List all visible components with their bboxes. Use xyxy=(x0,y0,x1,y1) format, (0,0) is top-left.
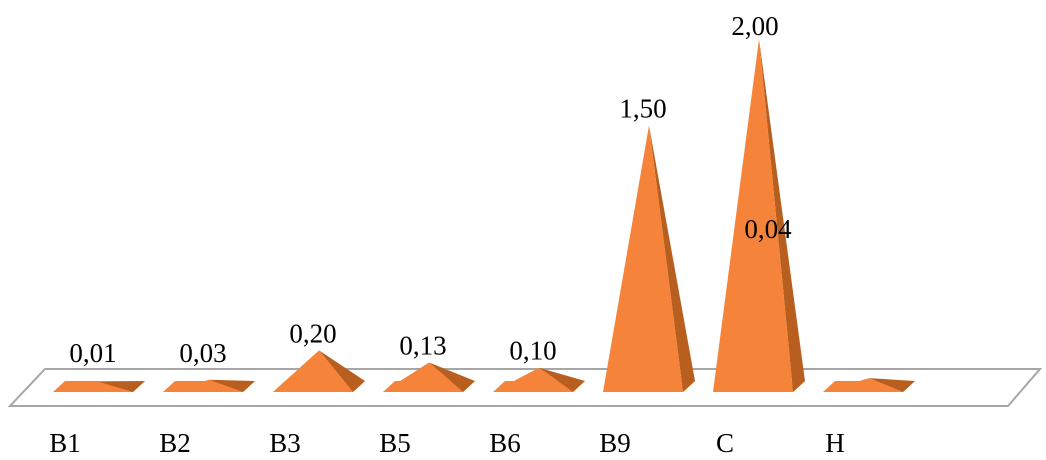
category-label: B9 xyxy=(599,428,631,455)
category-label: B5 xyxy=(379,428,411,455)
pyramid-front-face xyxy=(823,378,903,392)
data-label: 1,50 xyxy=(619,94,666,124)
data-label: 0,03 xyxy=(179,338,226,368)
pyramid-side-face xyxy=(649,125,695,392)
chart-marks xyxy=(53,39,915,392)
pyramid-side-face xyxy=(759,39,805,392)
pyramid-side-face xyxy=(869,378,915,392)
category-label: B2 xyxy=(159,428,191,455)
pyramid-front-face xyxy=(603,125,683,392)
data-label: 2,00 xyxy=(731,11,778,41)
pyramid-side-face xyxy=(319,350,365,392)
data-label: 0,10 xyxy=(509,336,556,366)
data-labels: 0,01 0,03 0,20 0,13 0,10 1,50 2,00 0,04 xyxy=(69,11,792,368)
pyramid-B6 xyxy=(493,367,585,392)
category-label: C xyxy=(716,428,734,455)
pyramid-C xyxy=(713,39,805,392)
pyramid-side-face xyxy=(539,367,585,392)
pyramid-front-face xyxy=(163,379,243,392)
pyramid-B1 xyxy=(53,381,145,392)
category-label: B1 xyxy=(49,428,81,455)
pyramid-B5 xyxy=(383,362,475,392)
category-label: B6 xyxy=(489,428,521,455)
pyramid-front-face xyxy=(713,39,793,392)
data-label: 0,01 xyxy=(69,338,116,368)
pyramid-front-face xyxy=(273,350,353,392)
data-label: 0,20 xyxy=(289,318,336,348)
pyramid-H xyxy=(823,378,915,392)
category-tick-labels: B1 B2 B3 B5 B6 B9 C H xyxy=(49,428,845,458)
category-label: B3 xyxy=(269,428,301,455)
pyramid-front-face xyxy=(53,382,133,392)
pyramid-B3 xyxy=(273,350,365,392)
pyramid-side-face xyxy=(209,379,255,392)
pyramid-B9 xyxy=(603,125,695,392)
data-label: 0,13 xyxy=(399,331,446,361)
pyramid-B2 xyxy=(163,379,255,392)
pyramid-side-face xyxy=(429,362,475,392)
pyramid-front-face xyxy=(493,367,573,392)
pyramid-side-face xyxy=(99,381,145,392)
data-label: 0,04 xyxy=(744,214,792,244)
pyramid-front-face xyxy=(383,362,463,392)
category-label: H xyxy=(825,428,845,455)
